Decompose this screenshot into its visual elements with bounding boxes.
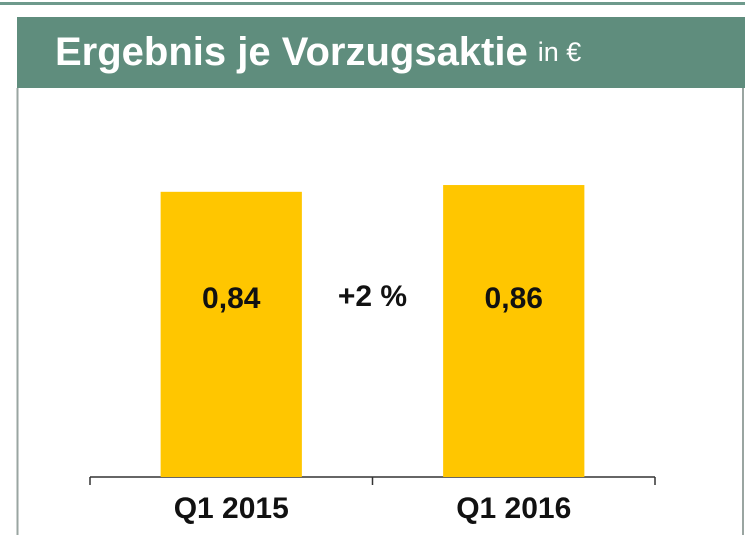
value-label: 0,84 — [202, 282, 261, 315]
chart-title: Ergebnis je Vorzugsaktie — [55, 30, 528, 74]
bar — [160, 191, 302, 477]
x-tick-label: Q1 2015 — [174, 492, 289, 525]
value-label: 0,86 — [485, 282, 543, 315]
annotation: +2 % — [338, 280, 407, 313]
header-band — [17, 17, 745, 88]
chart-title-group: Ergebnis je Vorzugsaktie in € — [55, 30, 581, 74]
top-rule — [0, 2, 745, 5]
bar — [443, 185, 585, 477]
chart-subtitle: in € — [538, 37, 582, 67]
x-tick-label: Q1 2016 — [456, 492, 571, 525]
